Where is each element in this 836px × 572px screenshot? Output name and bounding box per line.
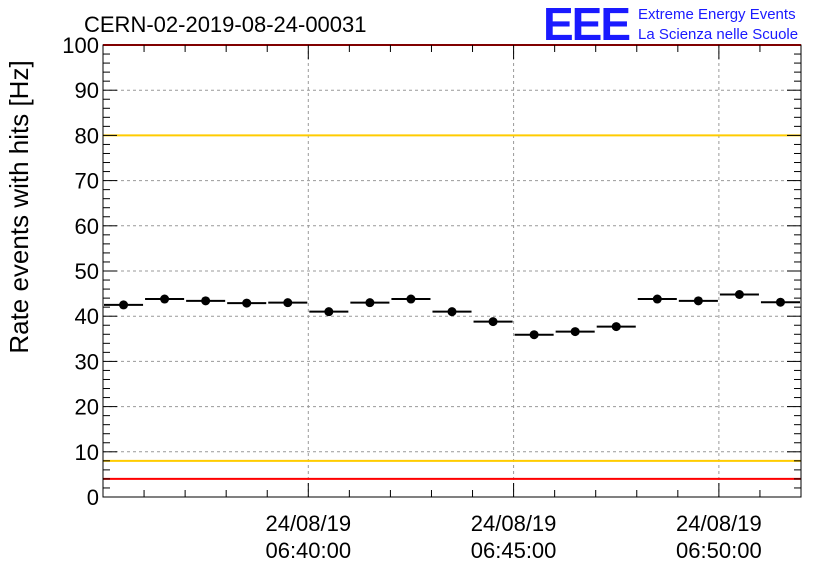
data-point: [775, 297, 785, 307]
data-point: [611, 322, 621, 332]
plot-frame: [102, 44, 802, 498]
x-tick-label-date: 24/08/19: [265, 511, 351, 536]
x-tick-label-time: 06:45:00: [471, 538, 557, 563]
data-point: [693, 296, 703, 306]
data-point: [201, 296, 211, 306]
tick-labels: 010203040506070809010024/08/1906:40:0024…: [62, 33, 761, 563]
y-tick-label: 50: [75, 259, 99, 284]
y-axis-title: Rate events with hits [Hz]: [4, 60, 34, 353]
y-tick-label: 0: [87, 485, 99, 510]
y-tick-label: 40: [75, 304, 99, 329]
x-tick-label-date: 24/08/19: [471, 511, 557, 536]
data-point: [447, 307, 457, 317]
run-title: CERN-02-2019-08-24-00031: [84, 12, 367, 37]
eee-logo-line1: Extreme Energy Events: [638, 6, 796, 23]
grid-layer: [103, 45, 801, 497]
data-point: [160, 294, 170, 304]
data-point: [119, 300, 129, 310]
data-points: [104, 290, 800, 340]
data-point: [406, 294, 416, 304]
data-point: [570, 327, 580, 337]
x-tick-label-time: 06:40:00: [265, 538, 351, 563]
data-point: [242, 298, 252, 308]
data-point: [283, 298, 293, 308]
x-tick-label-time: 06:50:00: [676, 538, 762, 563]
data-point: [324, 307, 334, 317]
y-tick-label: 90: [75, 78, 99, 103]
eee-logo-line2: La Scienza nelle Scuole: [638, 26, 798, 43]
y-tick-label: 30: [75, 349, 99, 374]
y-tick-label: 100: [62, 33, 99, 58]
data-point: [734, 290, 744, 300]
y-tick-label: 60: [75, 214, 99, 239]
y-tick-label: 10: [75, 440, 99, 465]
data-point: [652, 294, 662, 304]
eee-logo: EEE Extreme Energy Events La Scienza nel…: [543, 0, 798, 50]
data-point: [488, 317, 498, 327]
data-point: [365, 298, 375, 308]
y-tick-label: 80: [75, 123, 99, 148]
reference-lines: [103, 44, 801, 480]
y-tick-label: 20: [75, 395, 99, 420]
y-tick-label: 70: [75, 169, 99, 194]
x-tick-label-date: 24/08/19: [676, 511, 762, 536]
data-point: [529, 330, 539, 340]
eee-logo-mark: EEE: [543, 0, 629, 50]
